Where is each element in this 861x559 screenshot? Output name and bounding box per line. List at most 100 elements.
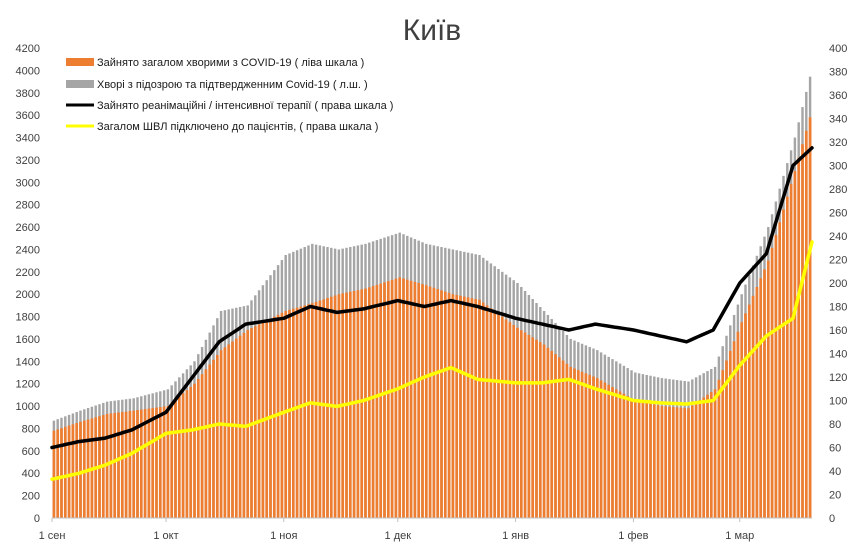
bar-orange [162,406,166,518]
bar-orange [310,303,314,518]
bar-orange [717,379,721,518]
bar-orange [231,341,234,518]
x-tick-label: 1 мар [725,530,754,542]
bar-orange [185,390,189,518]
bar-orange [804,130,808,518]
bar-orange [785,196,789,519]
bar-orange [801,144,804,519]
bar-orange [56,429,60,518]
bar-orange [580,371,584,518]
bar-orange [573,368,576,518]
bar-orange [599,380,603,518]
bar-orange [618,391,622,518]
bar-orange [109,413,113,518]
bar-orange [702,397,706,518]
right-tick-label: 400 [829,43,847,55]
bar-orange [189,386,193,518]
right-tick-label: 20 [829,490,841,502]
bar-orange [645,402,649,518]
x-tick-label: 1 фев [618,530,648,542]
bar-orange [656,405,660,518]
bar-orange [291,308,295,518]
bar-orange [747,304,751,518]
left-tick-label: 2400 [16,244,40,256]
legend-label: Хворі з підозрою та підтвердженним Covid… [97,79,368,91]
bar-orange [660,406,664,518]
bar-orange [732,341,736,518]
right-tick-label: 180 [829,302,847,314]
left-tick-label: 1400 [16,356,40,368]
left-tick-label: 3600 [16,110,40,122]
right-tick-label: 320 [829,137,847,149]
left-axis: 0 200 400 600 800 1000 1200 1400 1600 1800 2000 220… [16,43,40,525]
left-tick-label: 400 [22,468,40,480]
bar-orange [614,389,618,518]
bar-orange [687,408,690,518]
bar-orange [637,401,641,518]
bar-orange [288,309,291,518]
bar-orange [166,406,170,518]
x-tick-label: 1 дек [385,530,412,542]
bar-orange [409,280,413,518]
bar-orange [797,157,801,519]
right-tick-label: 80 [829,419,841,431]
bar-orange [136,410,139,518]
bar-orange [675,407,679,518]
bar-orange [751,295,755,518]
bar-orange [793,171,797,518]
bar-orange [440,290,443,518]
bar-orange [766,260,770,518]
bar-orange [576,370,580,518]
right-tick-label: 280 [829,184,847,196]
bar-orange [721,370,725,518]
bar-orange [641,402,645,518]
bar-orange [71,424,75,518]
bar-orange [622,393,626,518]
bar-orange [215,354,219,518]
bar-orange [443,291,447,518]
bar-orange [151,408,155,518]
bar-orange [706,394,709,518]
bar-orange [432,287,436,518]
bar-orange [504,319,508,518]
bar-orange [386,281,390,518]
left-tick-label: 2200 [16,267,40,279]
bar-orange [595,378,599,518]
bar-orange [356,290,360,518]
x-tick-label: 1 окт [153,530,178,542]
bar-orange [132,410,136,518]
bar-orange [421,284,424,518]
right-tick-label: 40 [829,466,841,478]
bar-orange [683,408,687,518]
bar-orange [379,283,383,518]
bar-orange [588,374,592,518]
bar-orange [569,366,573,518]
bar-orange [508,322,512,518]
right-tick-label: 220 [829,255,847,267]
bar-orange [478,299,481,518]
bar-orange [531,337,535,518]
bar-orange [402,278,405,518]
bar-orange [212,359,215,518]
bar-orange [535,339,538,518]
bar-orange [557,357,561,518]
bar-orange [352,290,356,518]
bar-orange [413,281,417,518]
bar-orange [630,398,633,518]
left-tick-label: 4000 [16,65,40,77]
bar-orange [519,330,523,518]
left-tick-label: 1200 [16,379,40,391]
bar-orange [303,305,307,518]
bar-orange [295,307,299,518]
bar-orange [158,407,162,518]
bar-orange [744,313,747,518]
bar-orange [417,283,421,518]
left-tick-label: 2800 [16,200,40,212]
left-tick-label: 1800 [16,312,40,324]
bar-orange [694,402,698,518]
bar-orange [143,409,147,518]
right-tick-label: 340 [829,114,847,126]
bar-orange [546,347,550,518]
bar-orange [219,350,223,518]
